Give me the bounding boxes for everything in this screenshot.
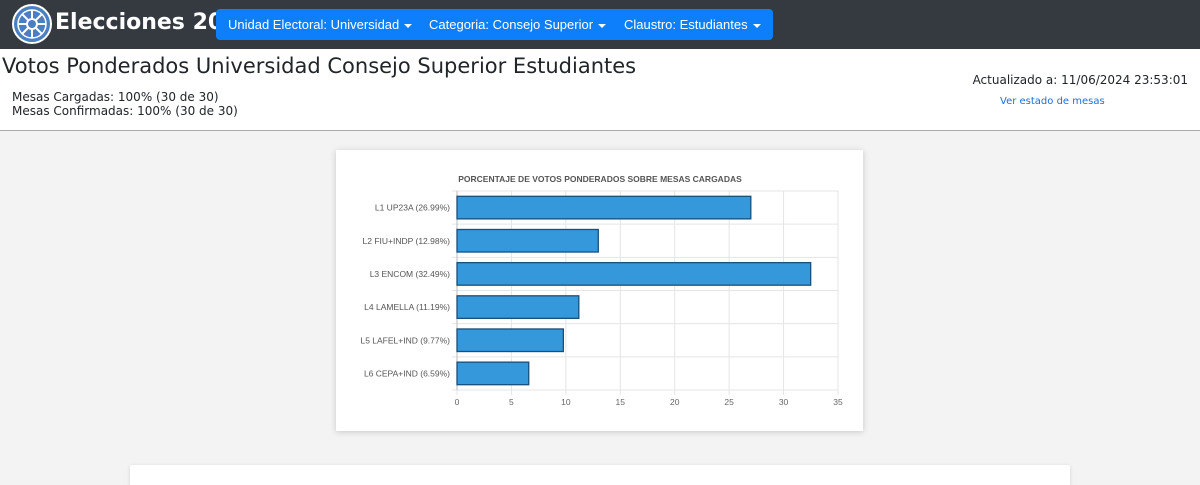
category-label: L1 UP23A (26.99%)	[375, 203, 450, 213]
bar-5[interactable]	[456, 328, 565, 353]
claustro-label: Claustro: Estudiantes	[624, 17, 748, 32]
chart-grid	[452, 190, 839, 395]
categoria-dropdown[interactable]: Categoria: Consejo Superior	[417, 9, 619, 40]
chart-bars	[456, 195, 812, 386]
chart-category-labels: L1 UP23A (26.99%) L2 FIU+INDP (12.98%) L3 …	[360, 203, 450, 379]
caret-down-icon	[598, 23, 607, 28]
category-label: L5 LAFEL+IND (9.77%)	[360, 335, 450, 345]
ver-estado-mesas-link[interactable]: Ver estado de mesas	[1000, 96, 1105, 107]
x-tick-label: 35	[833, 397, 843, 407]
results-header: Votos Ponderados Universidad Consejo Sup…	[0, 49, 1200, 131]
page-title: Votos Ponderados Universidad Consejo Sup…	[2, 54, 637, 78]
x-tick-label: 25	[724, 397, 734, 407]
mesas-cargadas: Mesas Cargadas: 100% (30 de 30)	[12, 90, 219, 104]
unidad-electoral-dropdown[interactable]: Unidad Electoral: Universidad	[216, 9, 425, 40]
university-logo-icon[interactable]	[12, 4, 52, 44]
chart-x-ticks: 0 5 10 15 20 25 30 35	[455, 397, 843, 407]
caret-down-icon	[404, 23, 413, 28]
mesas-confirmadas: Mesas Confirmadas: 100% (30 de 30)	[12, 104, 238, 118]
x-tick-label: 10	[561, 397, 571, 407]
category-label: L3 ENCOM (32.49%)	[370, 269, 450, 279]
bar-4[interactable]	[456, 295, 580, 320]
x-tick-label: 15	[616, 397, 626, 407]
x-tick-label: 0	[455, 397, 460, 407]
bar-2[interactable]	[456, 228, 599, 253]
claustro-dropdown[interactable]: Claustro: Estudiantes	[612, 9, 773, 40]
category-label: L4 LAMELLA (11.19%)	[364, 302, 450, 312]
bar-chart: PORCENTAJE DE VOTOS PONDERADOS SOBRE MES…	[360, 174, 843, 407]
chart-card: PORCENTAJE DE VOTOS PONDERADOS SOBRE MES…	[336, 150, 863, 431]
category-label: L6 CEPA+IND (6.59%)	[364, 368, 450, 378]
bar-6[interactable]	[456, 361, 530, 386]
caret-down-icon	[752, 23, 761, 28]
categoria-label: Categoria: Consejo Superior	[429, 17, 594, 32]
updated-timestamp: Actualizado a: 11/06/2024 23:53:01	[972, 73, 1188, 87]
unidad-electoral-label: Unidad Electoral: Universidad	[228, 17, 400, 32]
x-tick-label: 5	[509, 397, 514, 407]
secondary-card	[130, 465, 1070, 485]
chart-title: PORCENTAJE DE VOTOS PONDERADOS SOBRE MES…	[458, 174, 742, 184]
category-label: L2 FIU+INDP (12.98%)	[363, 236, 451, 246]
x-tick-label: 30	[779, 397, 789, 407]
bar-3[interactable]	[456, 261, 812, 286]
x-tick-label: 20	[670, 397, 680, 407]
navbar: Elecciones 2024 Unidad Electoral: Univer…	[0, 0, 1200, 49]
bar-1[interactable]	[456, 195, 752, 220]
